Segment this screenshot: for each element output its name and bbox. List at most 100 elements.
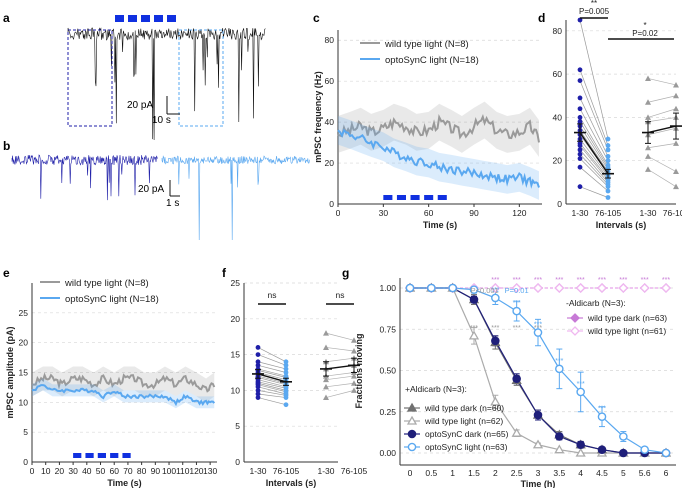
data-point: [577, 95, 583, 101]
data-point: [673, 92, 679, 99]
y-tick-label: 10: [19, 397, 29, 407]
data-point: [427, 283, 436, 293]
legend-entry: wild type light (N=8): [384, 39, 469, 50]
significance-stars: ***: [491, 325, 499, 332]
pair-line: [647, 156, 677, 172]
panel-b-trace: 20 pA 1 s: [11, 154, 310, 241]
significance-stars: ***: [641, 277, 649, 284]
p-value: P=0.005: [579, 7, 610, 16]
stimulus-block: [110, 453, 119, 458]
y-tick-label: 1.00: [379, 283, 396, 293]
x-tick-label: 120: [512, 208, 526, 218]
stimulus-block: [410, 195, 420, 200]
panel-b-scale-x-label: 1 s: [166, 198, 179, 209]
legend-swatch-marker: [406, 415, 418, 425]
data-point: [645, 99, 651, 105]
significance-stars: ***: [555, 277, 563, 284]
data-point: [283, 370, 289, 375]
y-tick-label: 80: [553, 26, 563, 36]
data-point: [576, 440, 585, 450]
x-tick-label: 76-105: [273, 466, 300, 476]
significance-stars: **: [591, 0, 597, 8]
pair-line: [325, 372, 355, 377]
data-point: [605, 136, 611, 142]
series-line: [31, 384, 216, 407]
y-tick-label: 5: [23, 427, 28, 437]
data-point: [323, 344, 329, 350]
x-tick-label: 1-30: [571, 208, 588, 218]
legend-entry: optoSynC light (N=18): [65, 294, 159, 305]
data-point: [577, 119, 583, 125]
data-point: [605, 188, 611, 194]
x-tick-label: 10: [41, 466, 51, 476]
data-point: [255, 352, 261, 357]
pair-line: [257, 347, 287, 363]
data-point: [575, 283, 586, 293]
data-point: [673, 105, 679, 112]
data-point: [512, 374, 521, 384]
data-point: [533, 328, 543, 337]
data-point: [597, 412, 607, 422]
x-tick-label: 1-30: [639, 208, 656, 218]
panel-letter-d: d: [538, 11, 545, 25]
x-tick-label: 0: [30, 466, 35, 476]
pair-line: [257, 393, 287, 398]
data-point: [605, 153, 611, 159]
data-point: [283, 359, 289, 365]
data-point: [645, 144, 651, 151]
y-axis-label: mPSC amplitude (pA): [5, 326, 15, 418]
data-point: [618, 283, 629, 293]
data-point: [640, 445, 649, 455]
data-point: [323, 376, 329, 383]
data-point: [491, 336, 500, 346]
panel-a-dark-window: [67, 29, 113, 127]
pair-line: [579, 149, 609, 183]
x-tick-label: 30: [68, 466, 78, 476]
data-point: [577, 164, 583, 170]
significance-label: ns: [268, 290, 277, 300]
data-point: [577, 156, 583, 161]
panel-letter-b: b: [3, 139, 10, 153]
x-tick-label: 20: [55, 466, 65, 476]
data-point: [255, 391, 261, 397]
data-point: [469, 285, 479, 294]
y-tick-label: 0: [23, 457, 28, 467]
data-point: [554, 283, 565, 293]
x-tick-label: 60: [424, 208, 434, 218]
panel-letter-a: a: [3, 11, 10, 25]
y-tick-label: 80: [325, 35, 335, 45]
y-tick-label: 0: [329, 199, 334, 209]
x-tick-label: 110: [176, 466, 190, 476]
data-point: [605, 195, 611, 200]
panel-a-scale-y-label: 20 pA: [127, 100, 153, 111]
p-value: P=0.01: [505, 286, 529, 295]
legend-entry: wild type dark (n=63): [587, 313, 667, 323]
y-tick-label: 0.75: [379, 324, 396, 334]
significance-stars: ***: [577, 381, 585, 388]
pair-line: [325, 357, 355, 363]
panel-a-stimulus-block: [167, 15, 176, 22]
data-point: [255, 388, 261, 393]
panel-d-chart: 0 20 40 60 80 1-30 76-105 1-30 76-105 Intervals (…: [553, 0, 682, 230]
data-point: [673, 183, 679, 190]
y-tick-label: 20: [553, 156, 563, 166]
pair-line: [257, 370, 287, 378]
data-point: [468, 330, 480, 340]
pair-line: [257, 386, 287, 395]
x-tick-label: 50: [96, 466, 106, 476]
mean-line: [257, 373, 287, 383]
panel-a-light-window: [178, 29, 224, 127]
y-tick-label: 25: [231, 278, 241, 288]
legend-entry: optoSynC light (N=18): [385, 55, 479, 66]
data-point: [351, 380, 357, 386]
panel-letter-f: f: [222, 266, 227, 280]
x-tick-label: 90: [151, 466, 161, 476]
pair-line: [257, 390, 287, 396]
data-point: [605, 158, 611, 164]
significance-stars: ***: [534, 277, 542, 284]
data-point: [673, 81, 679, 88]
panel-f-chart: 0 5 10 15 20 25 1-30 76-105 1-30 76-105 Intervals …: [231, 278, 368, 488]
pair-line: [579, 121, 609, 168]
data-point: [673, 140, 679, 146]
